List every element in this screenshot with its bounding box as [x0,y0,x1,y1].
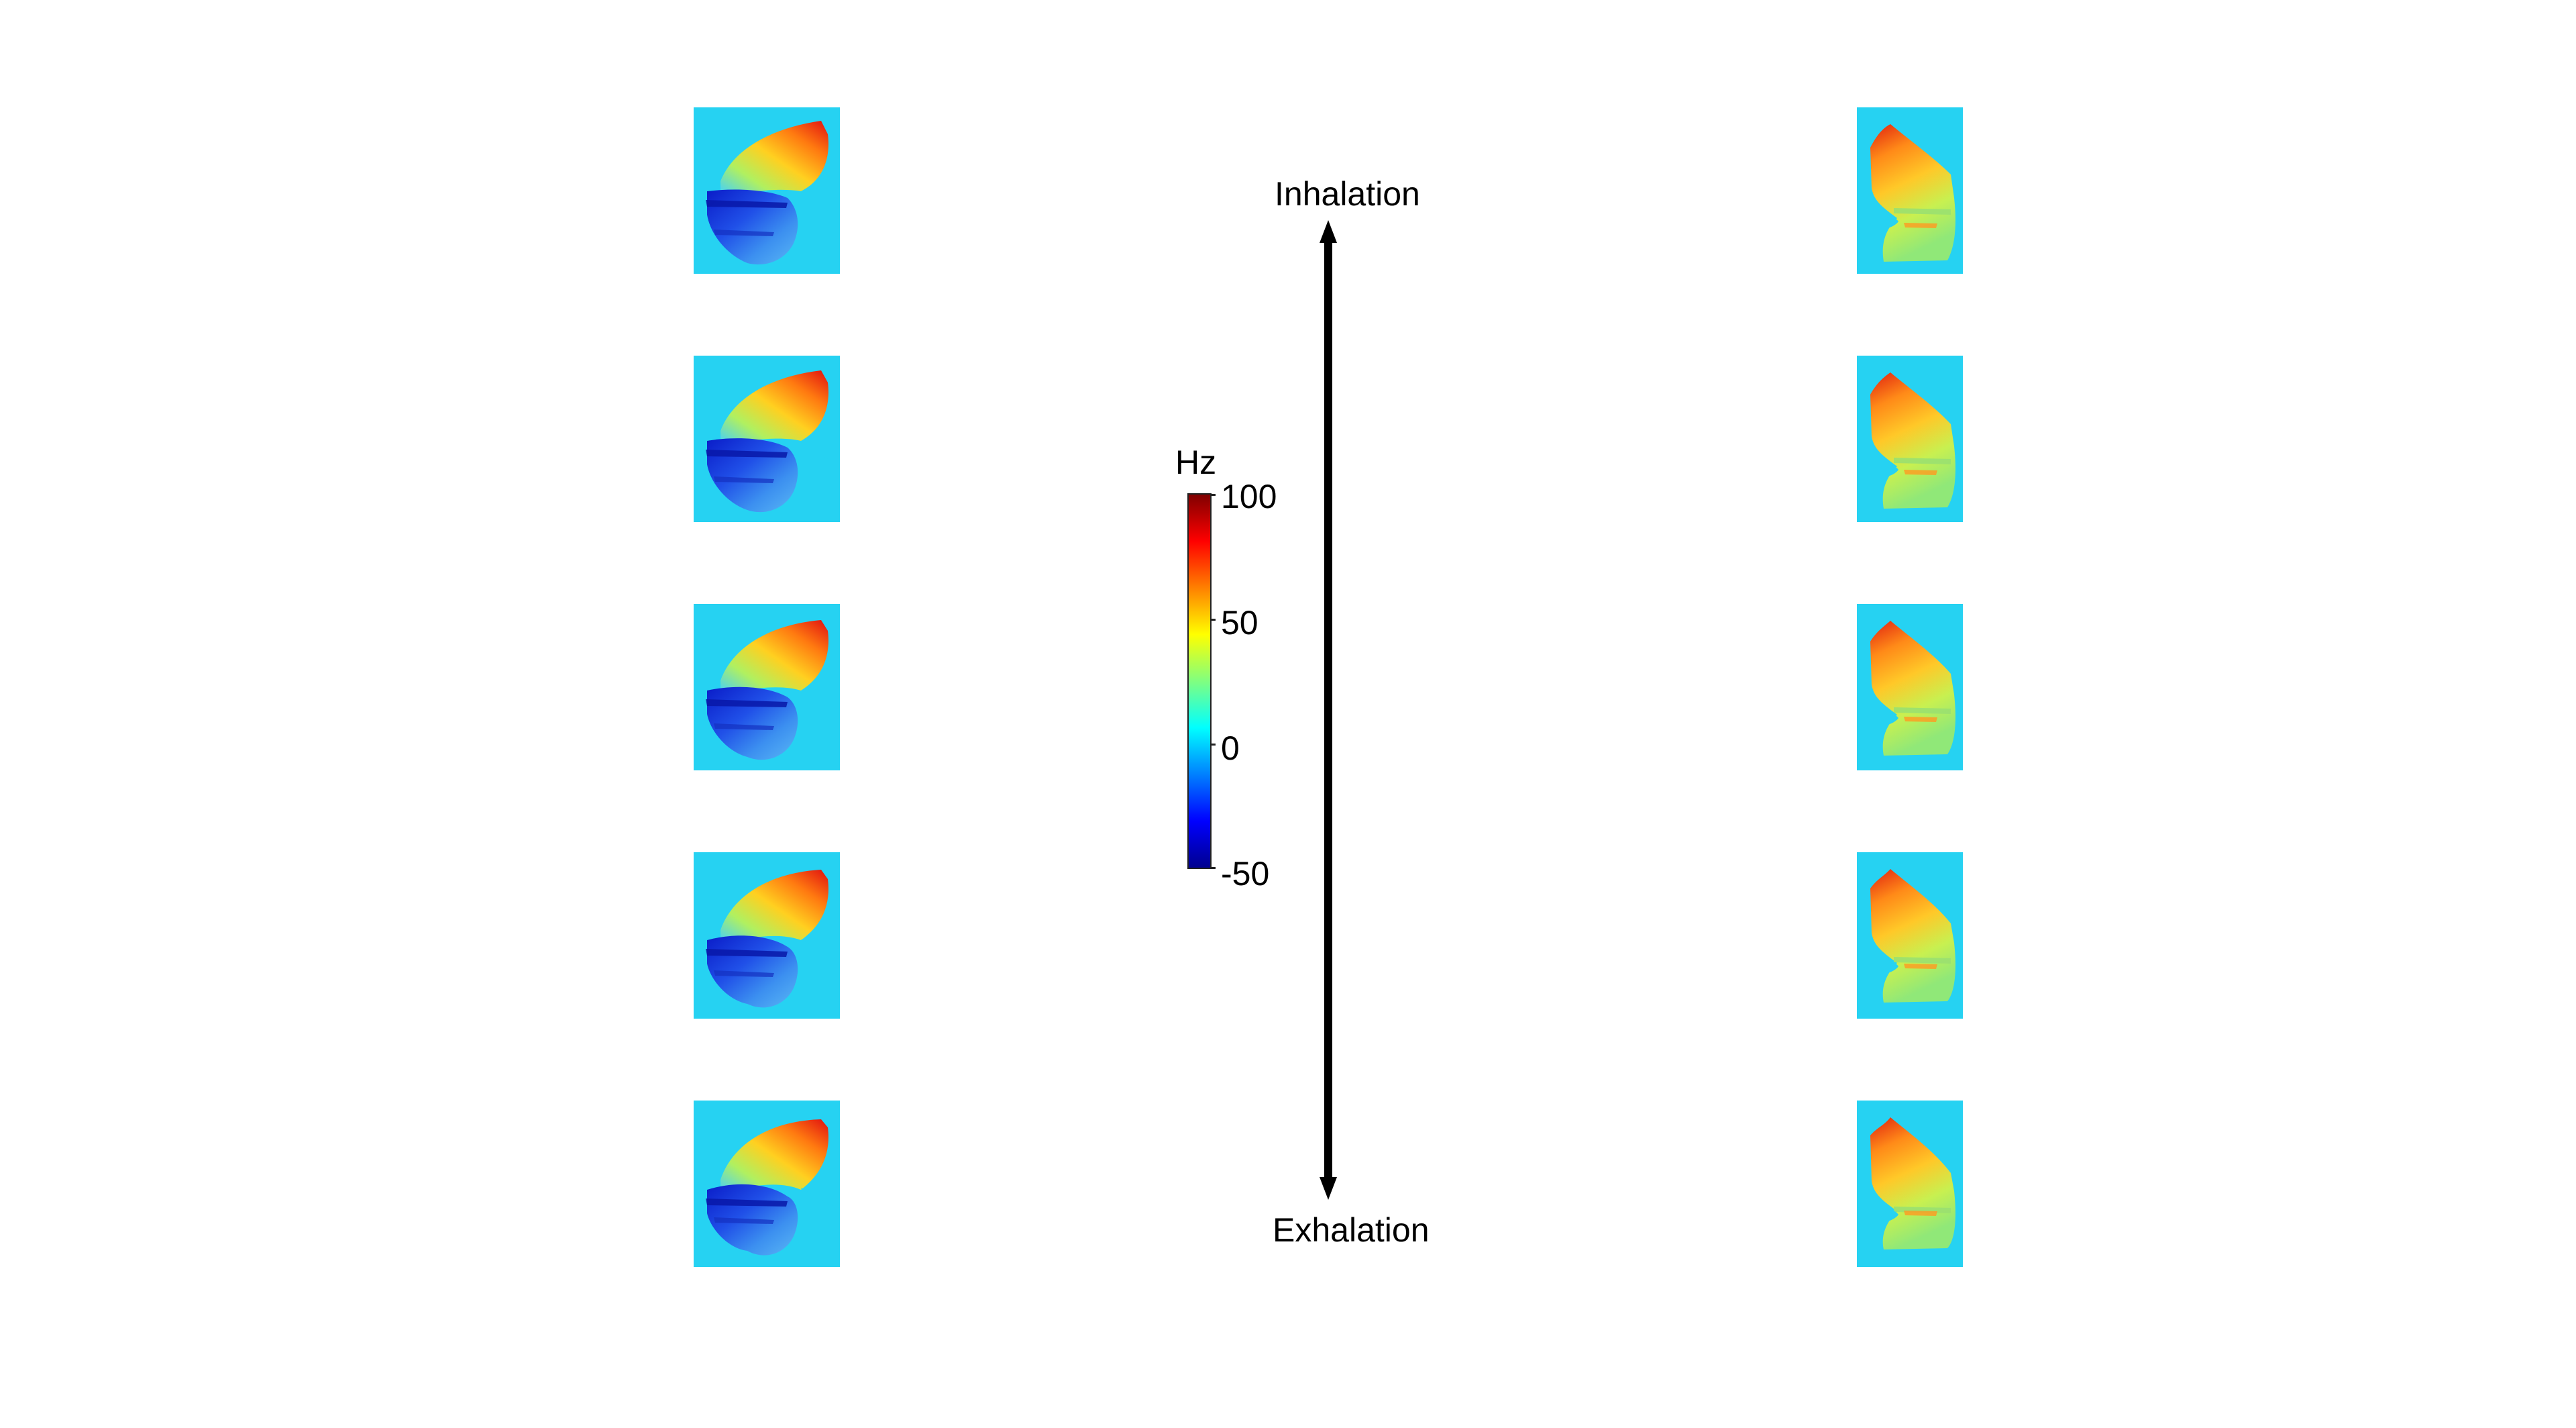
colorbar-tick-mark-50 [1210,619,1216,621]
right-fieldmap-4 [1857,852,1963,1019]
breathing-double-arrow [1320,220,1337,1200]
colorbar-tick-0: 0 [1221,729,1240,767]
left-fieldmap-1 [694,107,840,274]
left-fieldmap-5 [694,1101,840,1267]
right-fieldmap-3 [1857,604,1963,770]
right-fieldmap-5 [1857,1101,1963,1267]
colorbar-tick-50: 50 [1221,604,1258,642]
exhalation-label: Exhalation [1273,1211,1430,1249]
inhalation-label: Inhalation [1275,175,1420,213]
colorbar-tick-neg50: -50 [1221,855,1270,892]
colorbar-tick-mark-neg50 [1210,867,1216,869]
right-fieldmap-1 [1857,107,1963,274]
colorbar-tick-mark-0 [1210,744,1216,746]
colorbar-tick-mark-100 [1210,494,1216,496]
colorbar [1187,493,1212,869]
left-fieldmap-2 [694,356,840,522]
colorbar-tick-100: 100 [1221,478,1277,515]
left-fieldmap-3 [694,604,840,770]
left-fieldmap-4 [694,852,840,1019]
colorbar-unit-label: Hz [1175,444,1217,481]
right-fieldmap-2 [1857,356,1963,522]
